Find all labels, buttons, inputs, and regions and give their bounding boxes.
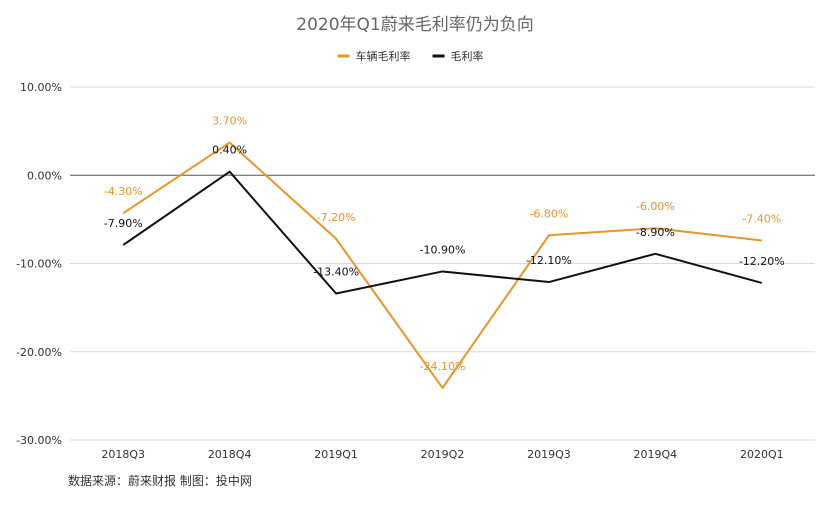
data-label-vehicle-margin: 3.70%	[212, 115, 247, 128]
data-label-gross-margin: -13.40%	[313, 266, 359, 279]
y-tick-label: 0.00%	[27, 169, 62, 182]
x-axis: 2018Q3 2018Q4 2019Q1 2019Q2 2019Q3 2019Q4 2020…	[101, 448, 783, 461]
series-line-vehicle-margin	[122, 141, 762, 389]
y-tick-label: -30.00%	[16, 434, 62, 447]
data-label-vehicle-margin: -7.40%	[742, 213, 781, 226]
data-label-gross-margin: -10.90%	[420, 243, 466, 256]
y-axis: 10.00% 0.00% -10.00% -20.00% -30.00%	[16, 81, 62, 447]
data-label-gross-margin: -7.90%	[104, 217, 143, 230]
data-label-gross-margin: 0.40%	[212, 144, 247, 157]
data-label-vehicle-margin: -4.30%	[104, 185, 143, 198]
y-tick-label: 10.00%	[20, 81, 62, 94]
data-labels: -4.30% -7.90% 3.70% 0.40% -7.20% -13.40% -24.1…	[104, 115, 785, 373]
chart-title: 2020年Q1蔚来毛利率仍为负向	[296, 15, 533, 35]
x-tick-label: 2019Q1	[314, 448, 358, 461]
data-label-vehicle-margin: -6.80%	[529, 207, 568, 220]
chart-series	[122, 141, 763, 389]
chart-gridlines	[70, 86, 815, 441]
x-tick-label: 2019Q2	[421, 448, 465, 461]
source-note: 数据来源：蔚来财报 制图：投中网	[68, 473, 252, 488]
chart-legend: 车辆毛利率 毛利率	[337, 49, 484, 63]
y-tick-label: -20.00%	[16, 346, 62, 359]
x-tick-label: 2020Q1	[740, 448, 784, 461]
x-tick-label: 2018Q4	[208, 448, 252, 461]
data-label-vehicle-margin: -7.20%	[317, 211, 356, 224]
legend-label: 车辆毛利率	[356, 49, 411, 63]
legend-label: 毛利率	[451, 49, 484, 63]
y-tick-label: -10.00%	[16, 258, 62, 271]
data-label-gross-margin: -8.90%	[636, 226, 675, 239]
data-label-gross-margin: -12.20%	[739, 255, 785, 268]
data-label-vehicle-margin: -6.00%	[636, 200, 675, 213]
data-label-gross-margin: -12.10%	[526, 254, 572, 267]
x-tick-label: 2019Q4	[634, 448, 678, 461]
data-label-vehicle-margin: -24.10%	[420, 360, 466, 373]
series-line-gross-margin	[122, 170, 763, 295]
x-tick-label: 2019Q3	[527, 448, 571, 461]
x-tick-label: 2018Q3	[101, 448, 145, 461]
